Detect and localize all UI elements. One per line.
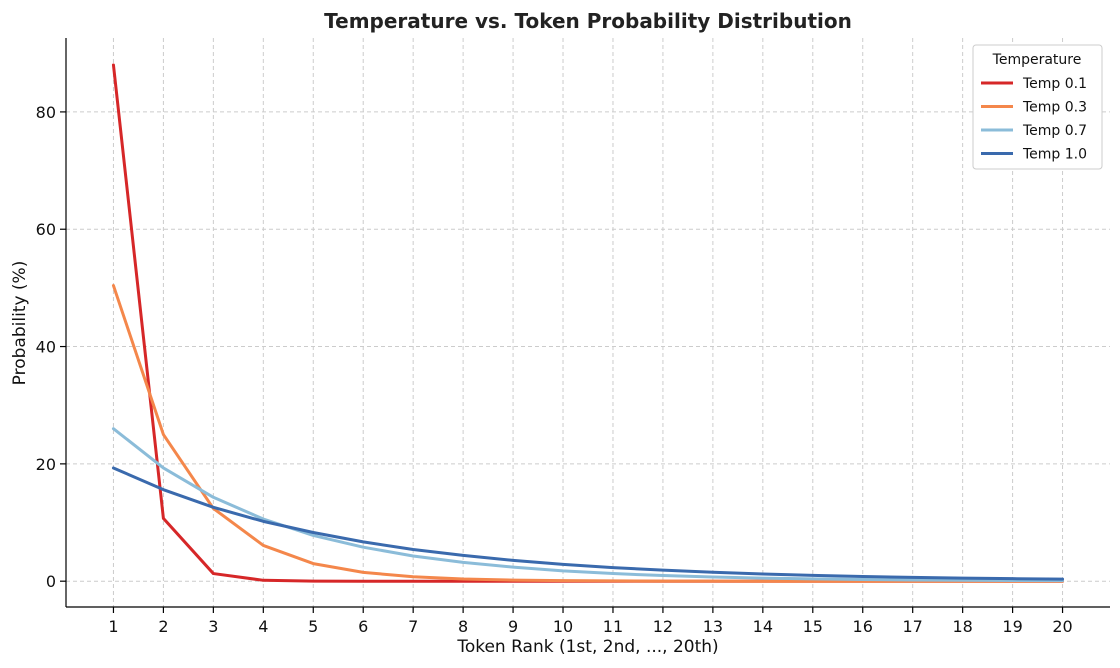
x-tick-label: 11: [603, 617, 623, 636]
y-tick-label: 80: [36, 103, 56, 122]
x-tick-label: 19: [1002, 617, 1022, 636]
x-tick-label: 10: [553, 617, 573, 636]
x-tick-label: 1: [108, 617, 118, 636]
series-line-temp-0-7: [111, 427, 1065, 583]
x-tick-label: 17: [903, 617, 923, 636]
legend-box: [972, 44, 1103, 170]
x-tick-label: 14: [753, 617, 773, 636]
x-tick-label: 6: [358, 617, 368, 636]
series-line-temp-0-3: [111, 284, 1065, 583]
legend-items: Temp 0.1 Temp 0.3 Temp 0.7 Temp 1.0: [981, 76, 1087, 163]
y-tick-label: 60: [36, 220, 56, 239]
x-axis-label: Token Rank (1st, 2nd, ..., 20th): [456, 637, 718, 657]
x-tick-label: 8: [458, 617, 468, 636]
y-tick-label: 20: [36, 455, 56, 474]
grid: [66, 38, 1110, 607]
legend-title: Temperature: [992, 52, 1082, 68]
y-axis-label: Probability (%): [10, 261, 30, 386]
legend-label-temp-0-7: Temp 0.7: [1022, 123, 1087, 139]
series-group: [111, 63, 1065, 583]
series-line-temp-1-0: [111, 466, 1065, 581]
series-line-temp-0-1: [111, 63, 1065, 583]
legend-label-temp-0-1: Temp 0.1: [1022, 76, 1087, 92]
x-tick-label: 9: [508, 617, 518, 636]
x-tick-label: 5: [308, 617, 318, 636]
chart-title: Temperature vs. Token Probability Distri…: [324, 9, 852, 33]
legend-label-temp-0-3: Temp 0.3: [1022, 100, 1087, 116]
y-tick-label: 40: [36, 338, 56, 357]
axes: [65, 38, 1110, 608]
x-tick-label: 20: [1052, 617, 1072, 636]
x-tick-label: 3: [208, 617, 218, 636]
x-tick-label: 18: [952, 617, 972, 636]
x-tick-label: 15: [803, 617, 823, 636]
x-tick-label: 7: [408, 617, 418, 636]
legend-label-temp-1-0: Temp 1.0: [1022, 147, 1087, 163]
x-tick-label: 13: [703, 617, 723, 636]
x-tick-label: 2: [158, 617, 168, 636]
x-tick-label: 12: [653, 617, 673, 636]
x-tick-label: 4: [258, 617, 268, 636]
y-tick-label: 0: [46, 572, 56, 591]
x-tick-label: 16: [853, 617, 873, 636]
